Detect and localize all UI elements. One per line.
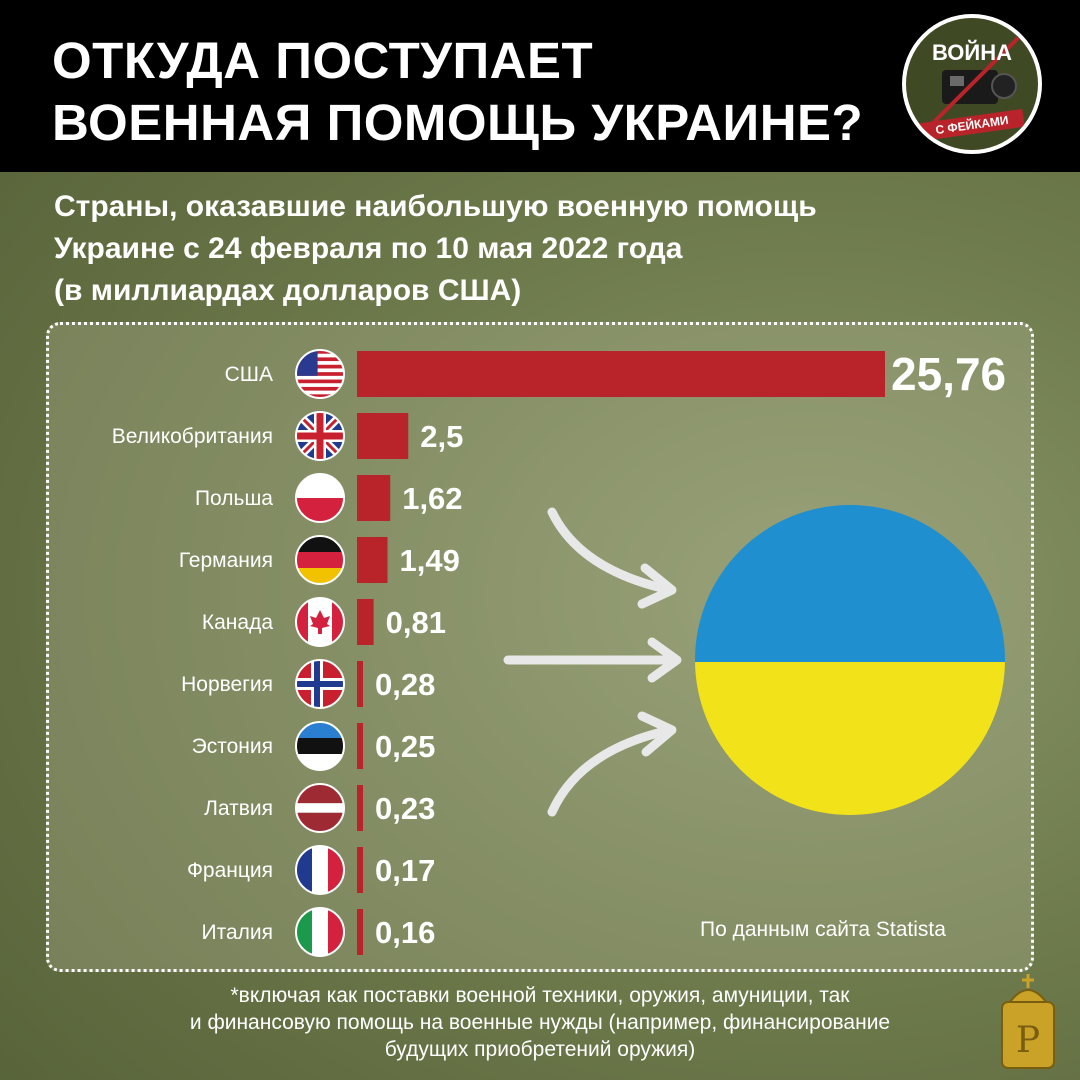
subtitle-line-1: Страны, оказавшие наибольшую военную пом… (54, 190, 817, 223)
category-label: Италия (201, 921, 273, 944)
bar-row: Франция 0,17 (187, 845, 435, 895)
bar (357, 413, 409, 459)
value-label: 2,5 (420, 419, 463, 454)
header-bar: ОТКУДА ПОСТУПАЕТ ВОЕННАЯ ПОМОЩЬ УКРАИНЕ?… (0, 0, 1080, 172)
france-flag-icon (295, 845, 345, 895)
category-label: Латвия (204, 797, 273, 820)
page-title: ОТКУДА ПОСТУПАЕТ ВОЕННАЯ ПОМОЩЬ УКРАИНЕ? (52, 30, 872, 154)
bar-row: США 25,76 (225, 348, 1007, 400)
camera-icon (924, 36, 1020, 132)
category-label: Польша (195, 487, 273, 510)
value-label: 1,62 (402, 481, 462, 516)
chart-subtitle: Страны, оказавшие наибольшую военную пом… (54, 186, 1034, 312)
category-label: Франция (187, 859, 273, 882)
bar (357, 351, 885, 397)
bar-row: Германия 1,49 (179, 535, 460, 585)
footnote: *включая как поставки военной техники, о… (70, 982, 1010, 1063)
bar-row: Великобритания 2,5 (112, 411, 463, 461)
bar (357, 599, 374, 645)
bar (357, 785, 363, 831)
logo-top-text: ВОЙНА (931, 40, 1013, 65)
value-label: 0,16 (375, 915, 435, 950)
estonia-flag-icon (295, 721, 345, 771)
bar-row: Польша 1,62 (195, 473, 463, 523)
value-label: 0,81 (386, 605, 446, 640)
bar-row: Норвегия 0,28 (181, 659, 435, 709)
category-label: Норвегия (181, 673, 273, 696)
arrow-bottom-head (637, 711, 677, 757)
crest-icon: Р (1001, 974, 1055, 1069)
italy-flag-icon (295, 907, 345, 957)
footnote-line-1: *включая как поставки военной техники, о… (230, 984, 850, 1007)
value-label: 25,76 (891, 348, 1006, 400)
us-flag-icon (295, 349, 345, 399)
bar (357, 847, 363, 893)
subtitle-line-3: (в миллиардах долларов США) (54, 274, 522, 307)
bar-row: Италия 0,16 (201, 907, 435, 957)
source-note: По данным сайта Statista (700, 918, 946, 941)
title-line-1: ОТКУДА ПОСТУПАЕТ (52, 32, 594, 89)
norway-flag-icon (295, 659, 345, 709)
arrow-bottom-icon (547, 725, 675, 817)
arrow-top-icon (547, 507, 675, 595)
category-label: Канада (202, 611, 273, 634)
value-label: 1,49 (400, 543, 460, 578)
bar (357, 537, 388, 583)
bar (357, 661, 363, 707)
bar (357, 475, 391, 521)
footnote-line-3: будущих приобретений оружия) (384, 1038, 696, 1061)
bar-row: Латвия 0,23 (204, 783, 435, 833)
logo: ВОЙНА С ФЕЙКАМИ (902, 14, 1042, 154)
bar (357, 909, 363, 955)
arrow-top-head (637, 563, 677, 609)
ukraine-flag-icon (695, 505, 1005, 815)
category-label: США (225, 363, 273, 386)
canada-flag-icon (295, 597, 345, 647)
poland-flag-icon (295, 473, 345, 523)
category-label: Германия (179, 549, 273, 572)
germany-flag-icon (295, 535, 345, 585)
svg-text:Р: Р (1016, 1020, 1040, 1061)
bar-row: Канада 0,81 (202, 597, 446, 647)
title-line-2: ВОЕННАЯ ПОМОЩЬ УКРАИНЕ? (52, 94, 864, 151)
bar (357, 723, 363, 769)
category-label: Эстония (192, 735, 273, 758)
uk-flag-icon (295, 411, 345, 461)
value-label: 0,25 (375, 729, 435, 764)
latvia-flag-icon (295, 783, 345, 833)
bar-row: Эстония 0,25 (192, 721, 435, 771)
footnote-line-2: и финансовую помощь на военные нужды (на… (189, 1011, 891, 1034)
value-label: 0,17 (375, 853, 435, 888)
value-label: 0,23 (375, 791, 435, 826)
value-label: 0,28 (375, 667, 435, 702)
subtitle-line-2: Украине с 24 февраля по 10 мая 2022 года (54, 232, 683, 265)
category-label: Великобритания (112, 425, 273, 448)
arrows (503, 507, 682, 817)
arrow-middle-head (647, 637, 682, 683)
